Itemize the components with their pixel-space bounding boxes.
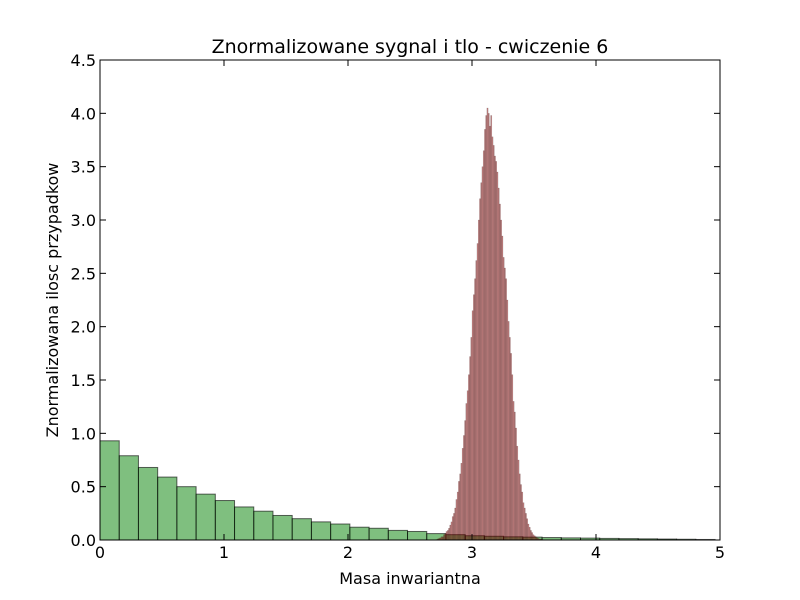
x-tick-label: 5 bbox=[715, 543, 725, 562]
x-tick-label: 4 bbox=[591, 543, 601, 562]
histogram-bar-s0-7 bbox=[234, 506, 255, 541]
x-tick-label: 3 bbox=[467, 543, 477, 562]
plot-frame bbox=[99, 59, 721, 541]
y-tick-label: 3.0 bbox=[71, 211, 96, 230]
histogram-bar-s0-14 bbox=[368, 527, 389, 541]
histogram-bar-s0-9 bbox=[272, 514, 293, 541]
histogram-bar-s0-11 bbox=[310, 521, 332, 541]
y-tick-label: 3.5 bbox=[71, 158, 96, 177]
bars-layer bbox=[99, 107, 716, 541]
x-tick-label: 0 bbox=[95, 543, 105, 562]
histogram-bar-s0-12 bbox=[330, 523, 351, 541]
y-tick-label: 0.5 bbox=[71, 478, 96, 497]
histogram-bar-s0-15 bbox=[387, 529, 409, 541]
histogram-bar-s0-3 bbox=[157, 476, 178, 541]
tick-labels-layer: 0 1 2 3 4 5 0.0 0.5 1.0 1.5 2.0 2.5 3.0 3.5 4.0 4.5 bbox=[71, 51, 726, 562]
y-tick-label: 4.0 bbox=[71, 104, 96, 123]
x-tick-label: 2 bbox=[343, 543, 353, 562]
y-tick-label: 0.0 bbox=[71, 531, 96, 550]
x-axis-label: Masa inwariantna bbox=[339, 569, 481, 588]
y-tick-label: 1.5 bbox=[71, 371, 96, 390]
y-tick-label: 2.0 bbox=[71, 318, 96, 337]
histogram-bar-s0-0 bbox=[99, 440, 120, 541]
y-axis-label: Znormalizowana ilosc przypadkow bbox=[43, 163, 62, 438]
histogram-bar-s0-16 bbox=[407, 530, 428, 541]
ticks-layer bbox=[99, 59, 721, 541]
histogram-bar-s0-2 bbox=[137, 466, 159, 541]
x-tick-label: 1 bbox=[219, 543, 229, 562]
y-tick-label: 2.5 bbox=[71, 264, 96, 283]
histogram-bar-s0-6 bbox=[214, 500, 236, 541]
histogram-bar-s0-4 bbox=[176, 486, 197, 541]
histogram-bar-s0-5 bbox=[195, 493, 216, 541]
histogram-bar-s0-8 bbox=[253, 510, 274, 541]
histogram-bar-s0-1 bbox=[118, 455, 139, 541]
y-tick-label: 4.5 bbox=[71, 51, 96, 70]
histogram-bar-s0-13 bbox=[349, 526, 370, 541]
histogram-bar-s0-10 bbox=[291, 518, 312, 541]
chart-title: Znormalizowane sygnal i tlo - cwiczenie … bbox=[212, 36, 609, 58]
y-tick-label: 1.0 bbox=[71, 424, 96, 443]
